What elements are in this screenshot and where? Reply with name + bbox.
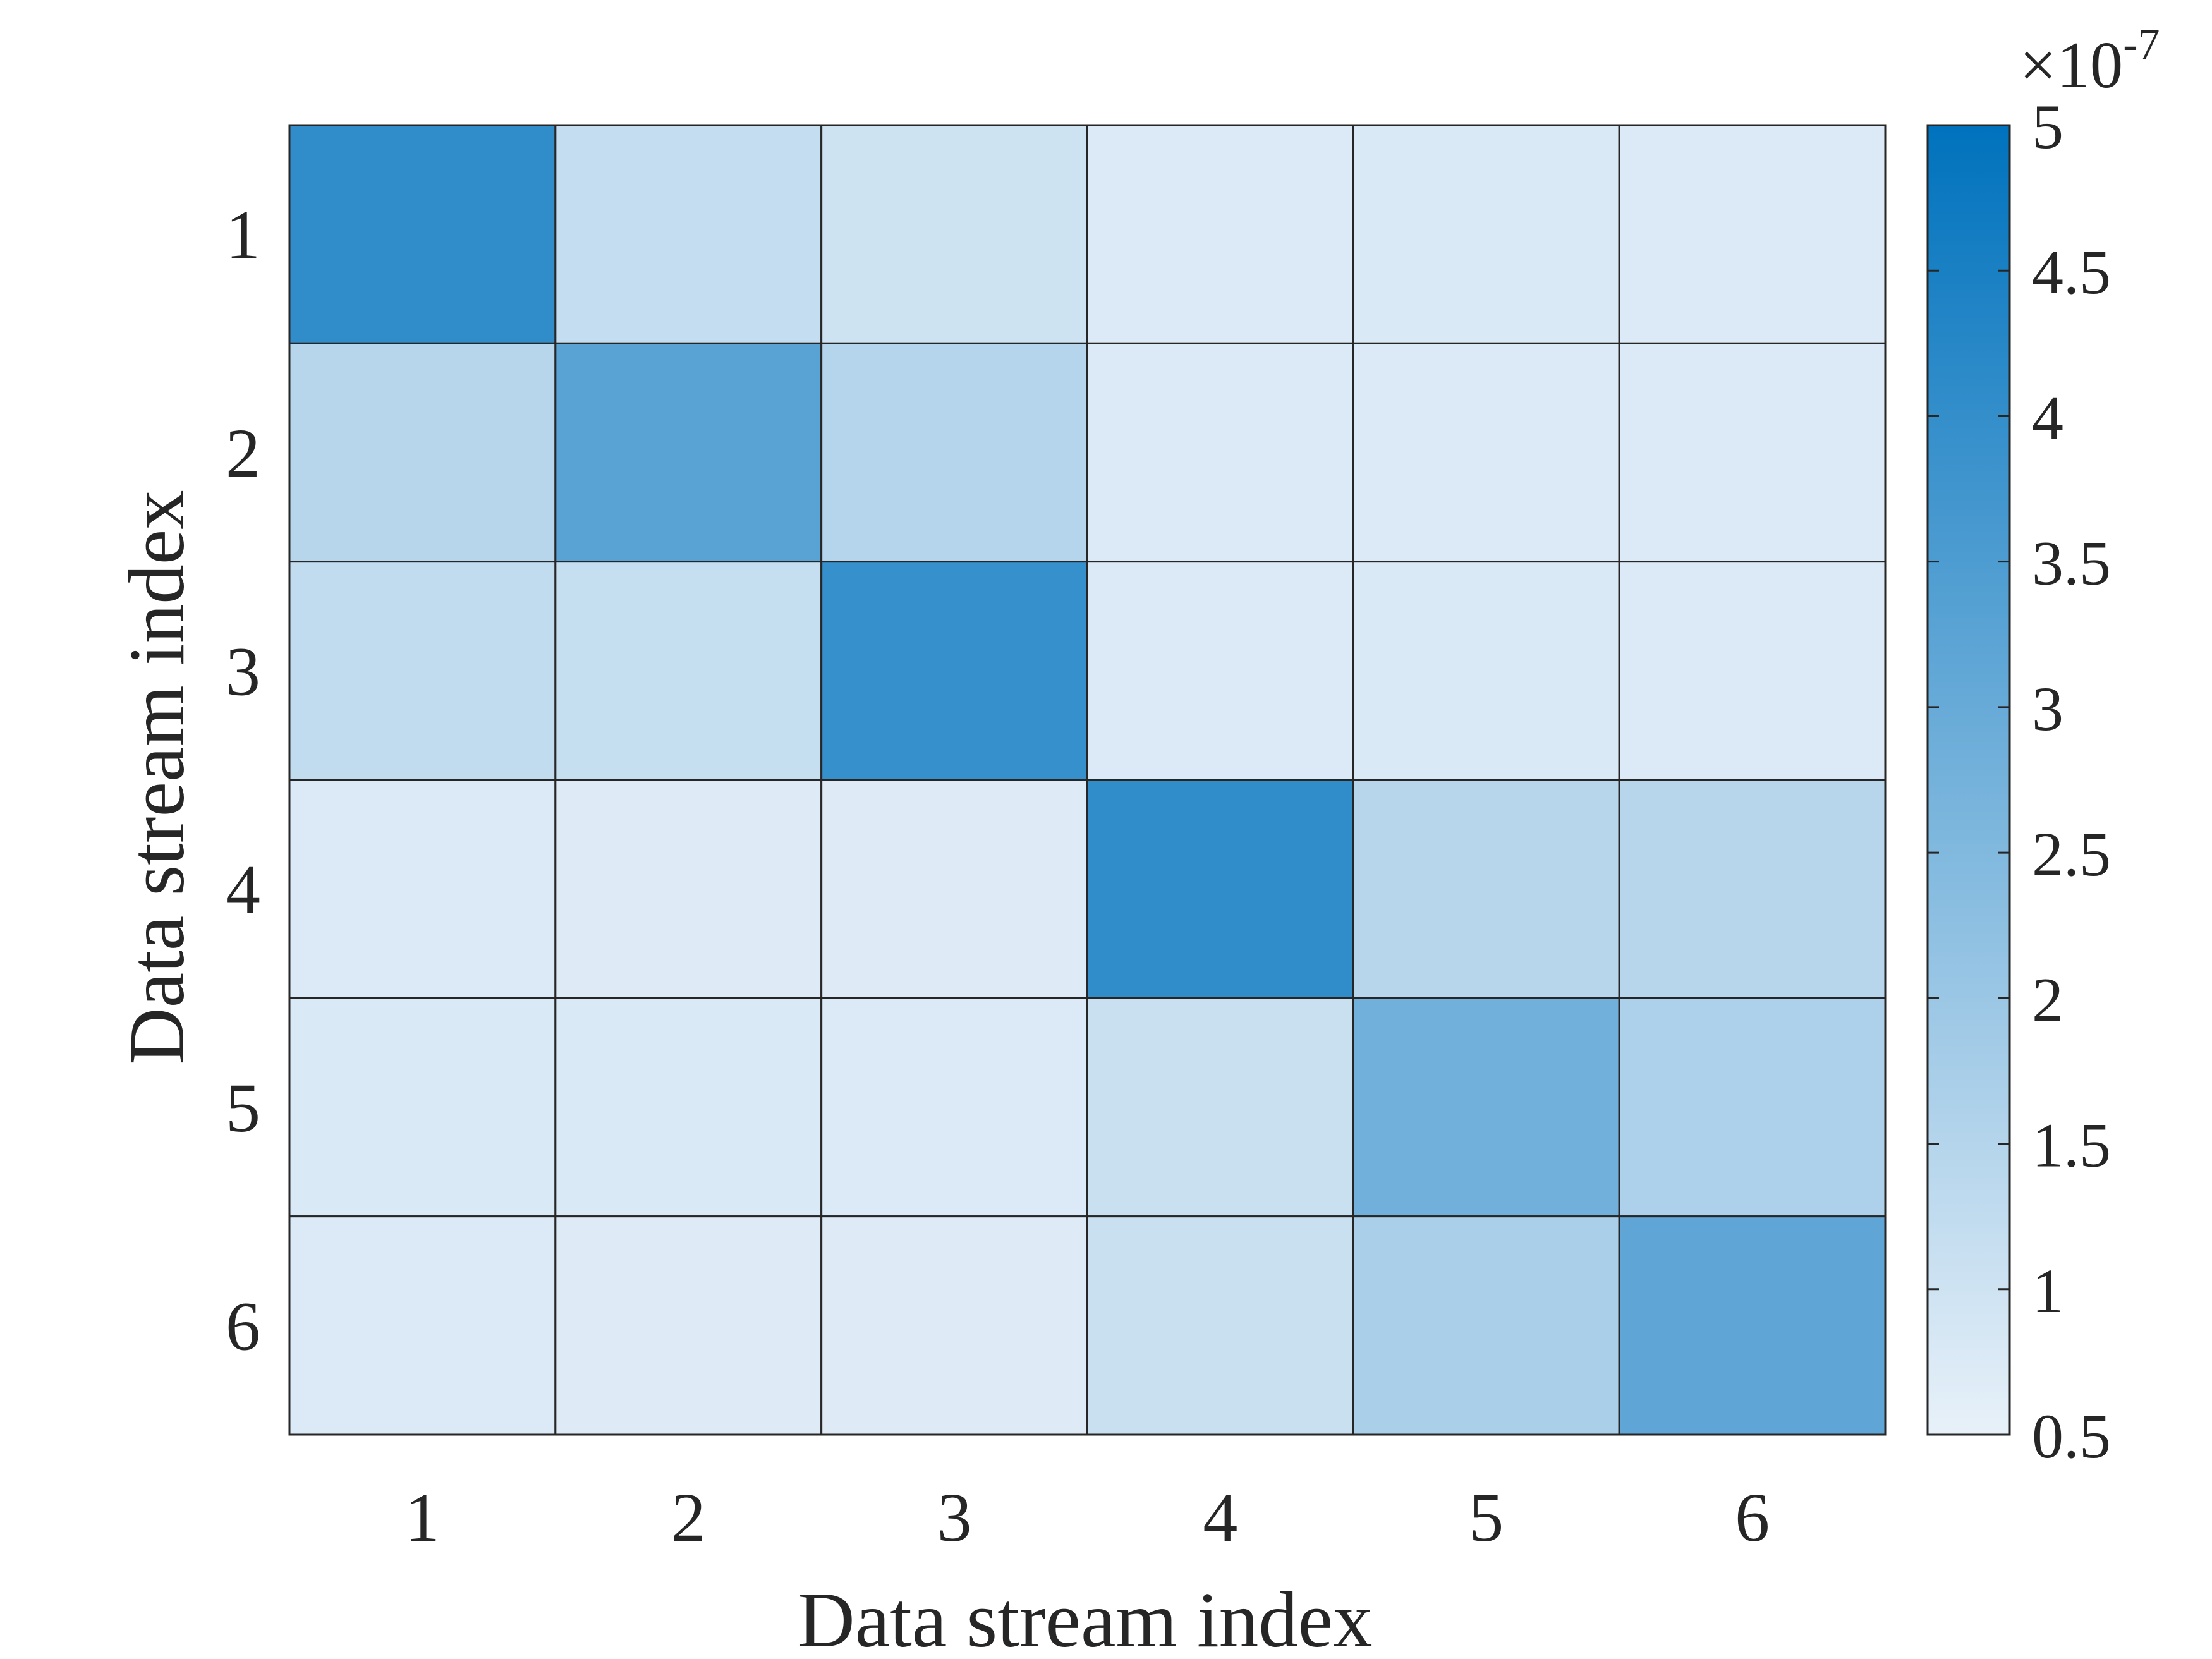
- heatmap-cell-r1-c5: [1352, 124, 1620, 344]
- heatmap-cell-r4-c4: [1086, 779, 1354, 999]
- heatmap-cell-r6-c1: [288, 1215, 557, 1436]
- colorbar-tick-label: 1: [2032, 1256, 2063, 1326]
- heatmap-cell-r6-c3: [820, 1215, 1088, 1436]
- heatmap-cell-r1-c4: [1086, 124, 1354, 344]
- x-tick-label: 4: [1203, 1479, 1237, 1556]
- heatmap-cell-r3-c1: [288, 561, 557, 781]
- x-tick-label: 6: [1735, 1479, 1770, 1556]
- colorbar: [1926, 124, 2011, 1436]
- y-axis-label: Data stream index: [114, 490, 201, 1064]
- heatmap-cell-r6-c5: [1352, 1215, 1620, 1436]
- heatmap-cell-r2-c3: [820, 342, 1088, 563]
- heatmap-cell-r3-c4: [1086, 561, 1354, 781]
- heatmap-cell-r5-c1: [288, 997, 557, 1218]
- heatmap-cell-r5-c2: [554, 997, 823, 1218]
- y-tick-label: 6: [226, 1287, 260, 1364]
- heatmap-cell-r4-c6: [1618, 779, 1887, 999]
- colorbar-tick-label: 4: [2032, 382, 2063, 453]
- heatmap-cells: [288, 124, 1887, 1436]
- heatmap-cell-r2-c4: [1086, 342, 1354, 563]
- heatmap-cell-r3-c6: [1618, 561, 1887, 781]
- heatmap-cell-r1-c3: [820, 124, 1088, 344]
- heatmap-cell-r4-c3: [820, 779, 1088, 999]
- heatmap-cell-r5-c6: [1618, 997, 1887, 1218]
- heatmap-cell-r5-c4: [1086, 997, 1354, 1218]
- heatmap-cell-r3-c3: [820, 561, 1088, 781]
- colorbar-tick-label: 4.5: [2032, 237, 2111, 307]
- colorbar-tick-label: 3.5: [2032, 528, 2111, 599]
- colorbar-ticks: 0.5 1 1.5 2 2.5 3 3.5 4 4.5 5: [1928, 92, 2111, 1471]
- heatmap-cell-r5-c3: [820, 997, 1088, 1218]
- heatmap-cell-r2-c2: [554, 342, 823, 563]
- x-axis-label: Data stream index: [798, 1577, 1372, 1659]
- heatmap-cell-r6-c6: [1618, 1215, 1887, 1436]
- x-tick-labels: 1 2 3 4 5 6: [405, 1479, 1770, 1556]
- colorbar-exponent-base: ×10: [2019, 28, 2123, 102]
- heatmap-cell-r6-c4: [1086, 1215, 1354, 1436]
- heatmap-cell-r4-c2: [554, 779, 823, 999]
- colorbar-tick-label: 1.5: [2032, 1110, 2111, 1181]
- y-tick-label: 2: [226, 415, 260, 492]
- heatmap-cell-r1-c6: [1618, 124, 1887, 344]
- x-tick-label: 5: [1469, 1479, 1504, 1556]
- heatmap-cell-r3-c5: [1352, 561, 1620, 781]
- heatmap-cell-r4-c1: [288, 779, 557, 999]
- heatmap-cell-r3-c2: [554, 561, 823, 781]
- y-tick-label: 4: [226, 851, 260, 928]
- colorbar-tick-label: 2.5: [2032, 819, 2111, 889]
- colorbar-exponent: ×10-7: [2019, 20, 2160, 102]
- y-tick-label: 3: [226, 633, 260, 710]
- colorbar-tick-label: 0.5: [2032, 1401, 2111, 1471]
- heatmap-cell-r2-c5: [1352, 342, 1620, 563]
- heatmap-cell-r1-c1: [288, 124, 557, 344]
- colorbar-exponent-power: -7: [2123, 20, 2160, 69]
- colorbar-tick-label: 5: [2032, 92, 2063, 162]
- y-tick-label: 1: [226, 197, 260, 274]
- x-tick-label: 2: [671, 1479, 706, 1556]
- colorbar-tick-label: 3: [2032, 674, 2063, 744]
- heatmap-cell-r4-c5: [1352, 779, 1620, 999]
- heatmap-cell-r6-c2: [554, 1215, 823, 1436]
- heatmap-cell-r2-c6: [1618, 342, 1887, 563]
- heatmap-cell-r2-c1: [288, 342, 557, 563]
- heatmap-cell-r1-c2: [554, 124, 823, 344]
- x-tick-label: 3: [937, 1479, 972, 1556]
- colorbar-tick-label: 2: [2032, 964, 2063, 1035]
- y-tick-label: 5: [226, 1069, 260, 1146]
- x-tick-label: 1: [405, 1479, 440, 1556]
- y-tick-labels: 1 2 3 4 5 6: [226, 197, 260, 1365]
- heatmap-cell-r5-c5: [1352, 997, 1620, 1218]
